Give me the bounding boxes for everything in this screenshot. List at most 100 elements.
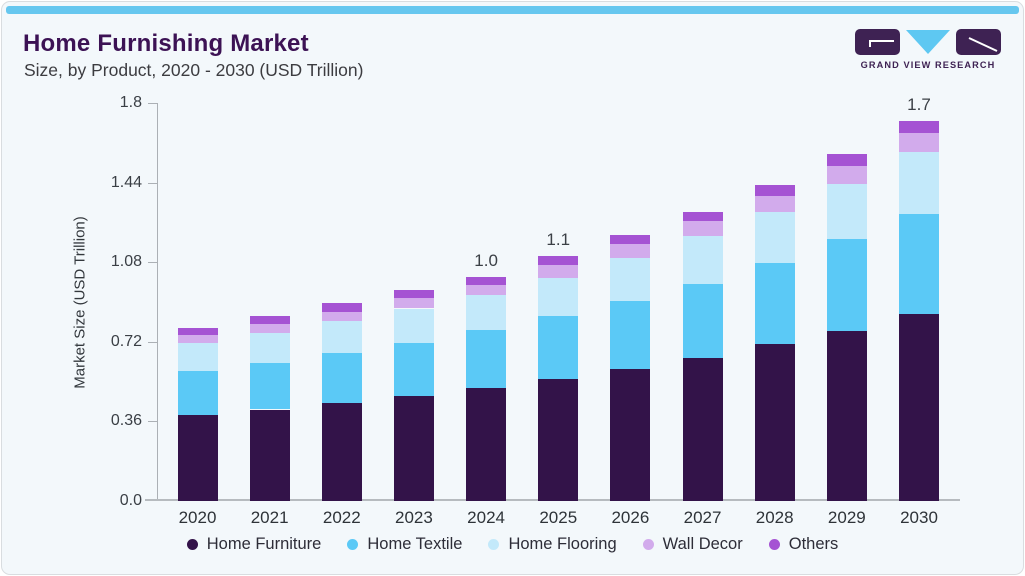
bar-2030-home-flooring <box>899 152 939 214</box>
accent-strip <box>6 6 1019 14</box>
bar-2026-home-textile <box>610 300 651 370</box>
bar-2022-home-textile <box>321 352 362 404</box>
bar-2029-home-textile <box>826 238 867 331</box>
y-tick-1.8 <box>148 103 157 104</box>
bar-2024-wall-decor <box>466 285 507 296</box>
bar-2027-home-textile <box>682 283 723 358</box>
bar-2022-home-furniture <box>321 403 362 501</box>
bar-2021-home-textile <box>249 362 290 410</box>
bar-2025-others <box>538 256 579 265</box>
x-tick-2026: 2026 <box>611 508 650 527</box>
logo-wordmark: GRAND VIEW RESEARCH <box>861 60 996 70</box>
x-tick-2020: 2020 <box>178 508 217 527</box>
bar-2023-home-flooring <box>393 308 434 343</box>
x-tick-2025: 2025 <box>539 508 578 527</box>
bar-2024-home-furniture <box>466 388 507 501</box>
bar-2020-home-textile <box>177 371 218 415</box>
y-tick-label-1.8: 1.8 <box>119 94 142 111</box>
legend-label-wall-decor: Wall Decor <box>662 535 743 553</box>
bar-2030-home-furniture <box>899 314 939 501</box>
y-tick-0.72 <box>148 342 157 343</box>
y-axis-title: Market Size (USD Trillion) <box>71 216 89 389</box>
page-title: Home Furnishing Market <box>23 30 309 57</box>
bar-2020-home-flooring <box>177 342 218 372</box>
x-tick-2022: 2022 <box>322 508 361 527</box>
legend-dot-others <box>768 539 780 550</box>
bar-2030-others <box>899 121 939 134</box>
bar-2029-home-furniture <box>826 330 867 501</box>
legend-dot-home-furniture <box>186 539 198 550</box>
legend-label-home-furniture: Home Furniture <box>206 535 322 553</box>
bar-2023-home-furniture <box>393 396 434 501</box>
bar-2021-wall-decor <box>249 323 290 334</box>
x-tick-2030: 2030 <box>900 508 938 527</box>
bar-2024-others <box>466 276 507 286</box>
bar-2020-wall-decor <box>177 334 218 343</box>
bar-2023-wall-decor <box>393 298 434 309</box>
legend-item-home-flooring: Home Flooring <box>488 535 617 554</box>
bar-2027-wall-decor <box>682 221 723 237</box>
bar-2028-home-flooring <box>754 212 795 263</box>
x-tick-2023: 2023 <box>395 508 433 527</box>
bar-2024-home-flooring <box>466 295 507 331</box>
legend-dot-wall-decor <box>642 539 654 550</box>
grand-view-research-logo: GRAND VIEW RESEARCH <box>855 29 1001 70</box>
bar-2029-others <box>826 154 867 166</box>
x-tick-2021: 2021 <box>250 508 289 527</box>
y-tick-1.08 <box>148 262 157 263</box>
bar-2028-home-furniture <box>754 344 795 501</box>
legend-item-wall-decor: Wall Decor <box>642 535 743 554</box>
bar-2020-others <box>177 328 218 335</box>
bar-2028-home-textile <box>754 262 795 345</box>
bar-2025-home-flooring <box>538 278 579 317</box>
logo-g-glyph <box>869 40 894 47</box>
legend-item-others: Others <box>768 535 839 554</box>
y-tick-label-1.08: 1.08 <box>110 253 142 270</box>
bar-2026-home-furniture <box>610 369 651 501</box>
legend: Home Furniture Home Textile Home Flooring W… <box>2 535 1023 554</box>
x-tick-2024: 2024 <box>467 508 505 527</box>
bar-2023-others <box>393 289 434 299</box>
bar-2026-others <box>610 235 651 244</box>
bar-2027-home-furniture <box>682 357 723 501</box>
legend-item-home-furniture: Home Furniture <box>186 535 322 554</box>
bar-2029-wall-decor <box>826 165 867 185</box>
logo-r-glyph <box>968 37 998 52</box>
bar-2021-home-furniture <box>249 409 290 501</box>
bar-2028-wall-decor <box>754 195 795 213</box>
page-subtitle: Size, by Product, 2020 - 2030 (USD Trill… <box>24 60 364 80</box>
total-label-2030: 1.7 <box>907 95 931 115</box>
bar-2026-home-flooring <box>610 258 651 301</box>
total-label-2024: 1.0 <box>474 250 498 270</box>
bar-2030-wall-decor <box>899 133 939 153</box>
legend-label-home-flooring: Home Flooring <box>508 535 617 553</box>
bar-2024-home-textile <box>466 330 507 389</box>
x-tick-2027: 2027 <box>683 508 722 527</box>
y-tick-1.44 <box>148 183 157 184</box>
bar-2025-home-textile <box>538 316 579 380</box>
bar-2023-home-textile <box>393 342 434 397</box>
legend-label-home-textile: Home Textile <box>367 535 463 553</box>
bar-2022-wall-decor <box>321 311 362 322</box>
bar-2029-home-flooring <box>826 184 867 239</box>
legend-item-home-textile: Home Textile <box>347 535 462 554</box>
bar-2021-home-flooring <box>249 333 290 363</box>
y-axis-line <box>157 103 158 501</box>
y-tick-0.36 <box>148 421 157 422</box>
bar-2027-others <box>682 212 723 222</box>
bar-2025-wall-decor <box>538 264 579 278</box>
bar-2025-home-furniture <box>538 379 579 501</box>
legend-label-others: Others <box>788 535 839 553</box>
y-tick-label-0.36: 0.36 <box>110 412 142 429</box>
legend-dot-home-flooring <box>488 539 500 550</box>
bar-2028-others <box>754 184 795 196</box>
bar-2021-others <box>249 316 290 324</box>
bar-2020-home-furniture <box>177 414 218 501</box>
y-tick-label-1.44: 1.44 <box>110 174 142 191</box>
x-tick-2028: 2028 <box>755 508 794 527</box>
bar-2026-wall-decor <box>610 243 651 259</box>
legend-dot-home-textile <box>347 539 359 550</box>
bar-2030-home-textile <box>899 213 939 315</box>
